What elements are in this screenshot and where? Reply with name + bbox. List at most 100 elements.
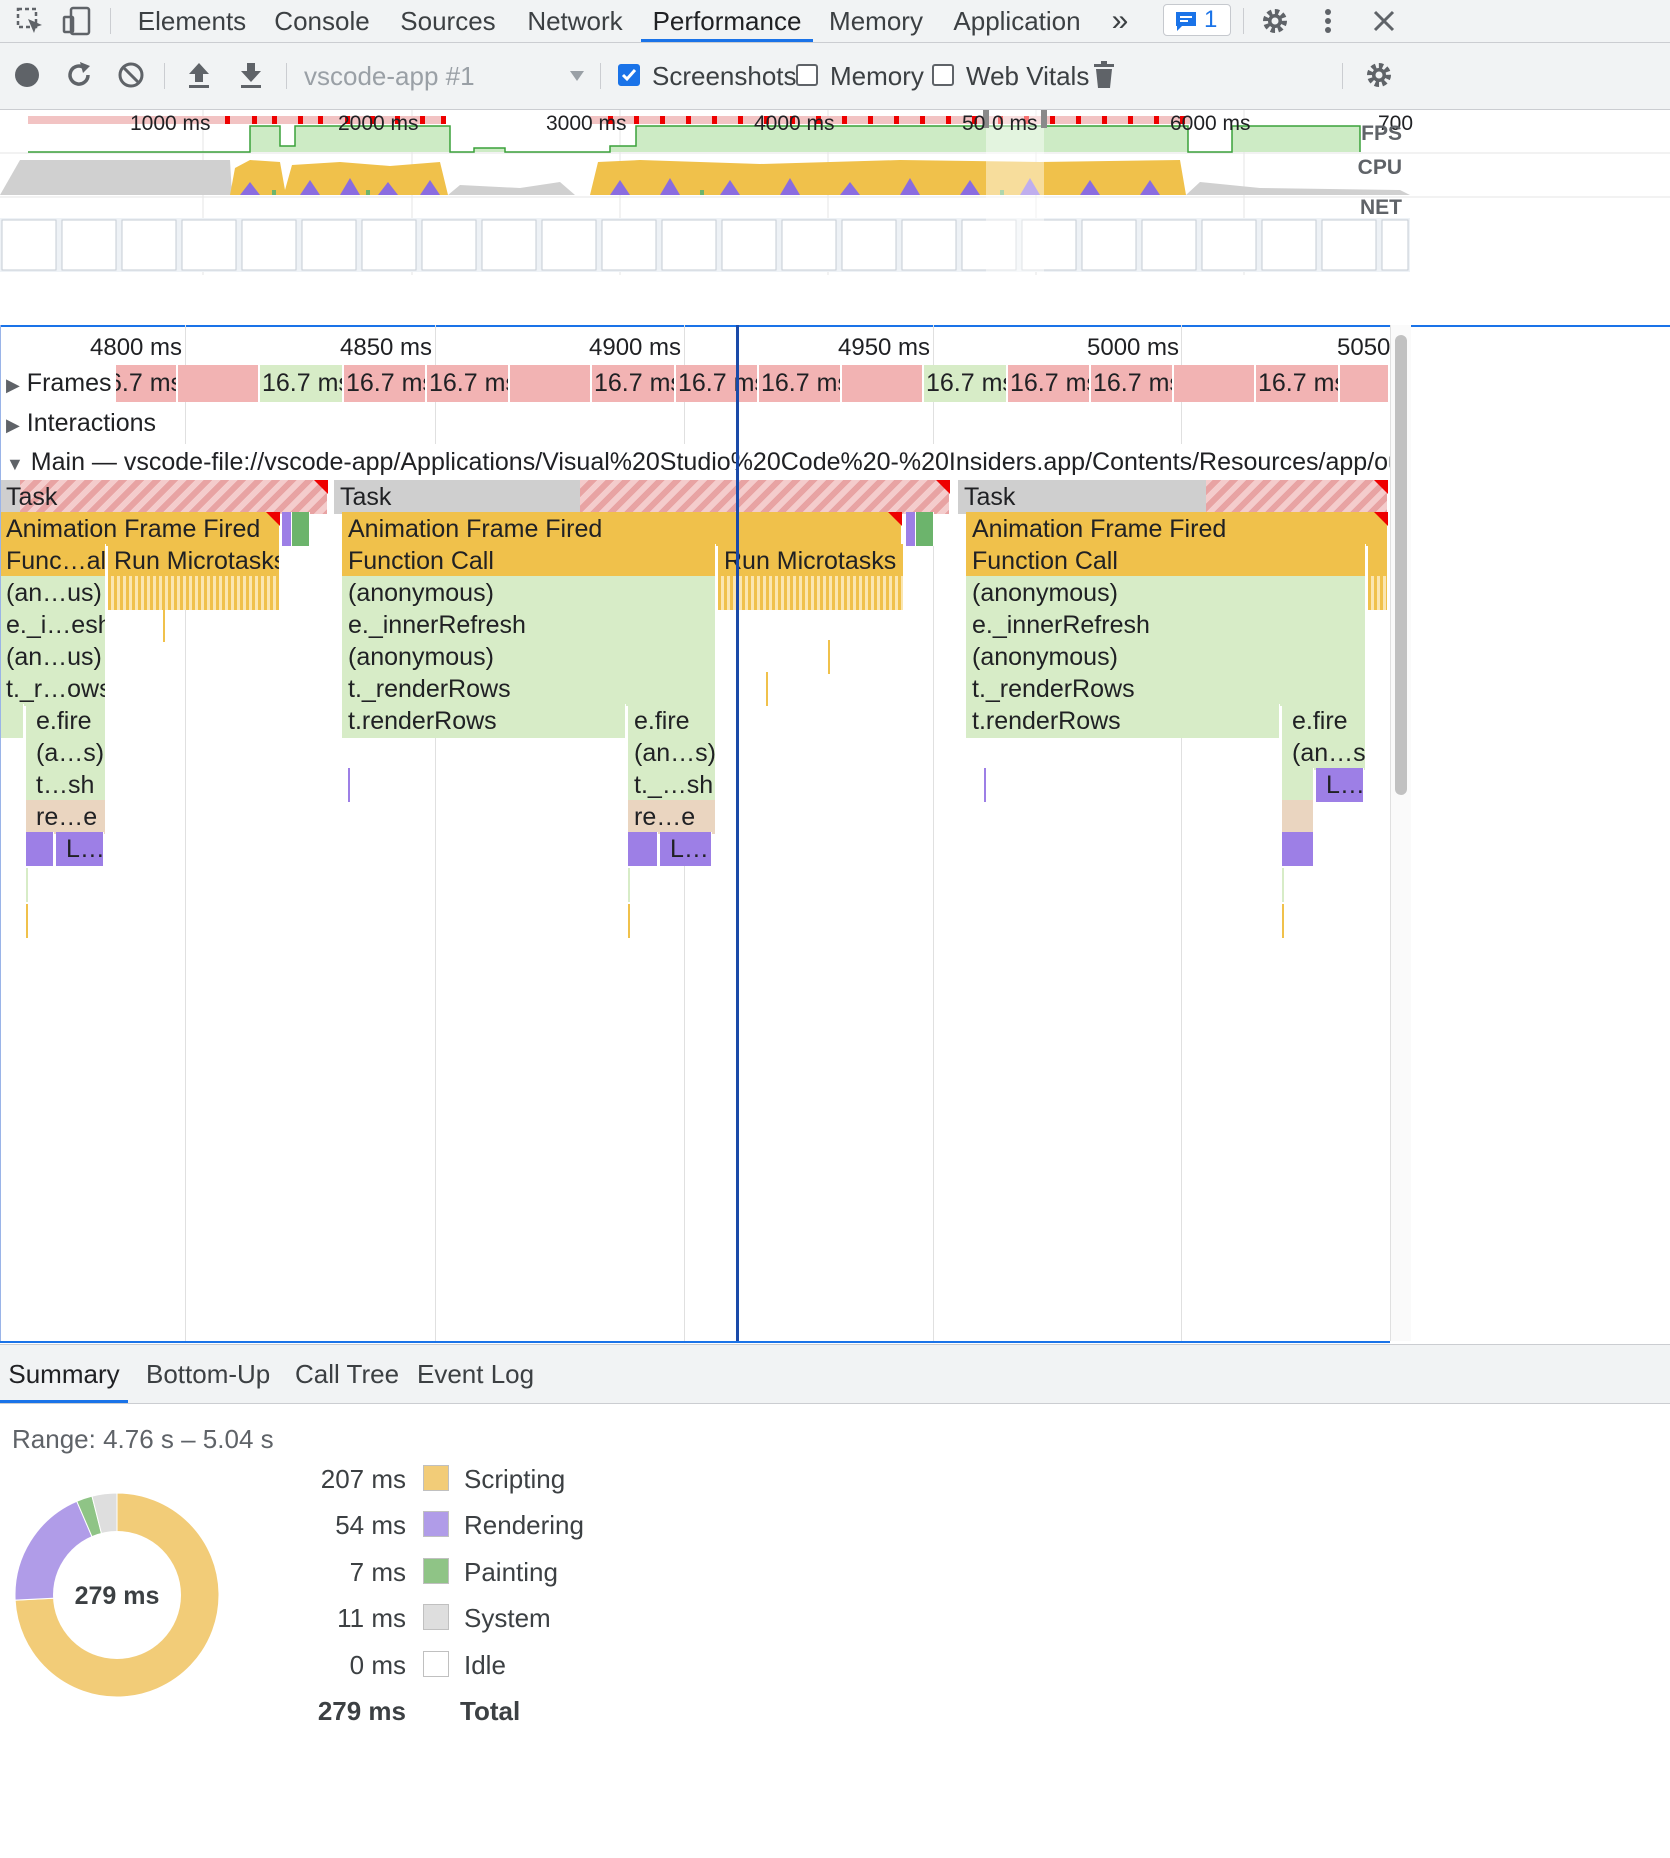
inner-refresh-bar[interactable]: e._innerRefresh <box>966 608 1366 642</box>
frame-block[interactable]: 16.7 ms <box>592 365 676 402</box>
recalc-style-bar[interactable]: re…e <box>628 800 716 834</box>
layout-bar[interactable]: L… <box>660 832 712 866</box>
frame-block[interactable] <box>178 365 260 402</box>
run-microtasks-bar[interactable]: Run Microtasks <box>108 544 280 578</box>
tab-event-log[interactable]: Event Log <box>417 1359 535 1389</box>
interactions-track-header[interactable]: ▶ Interactions <box>0 404 156 442</box>
frame-block[interactable] <box>842 365 924 402</box>
anonymous-call-bar[interactable]: (anonymous) <box>966 576 1366 610</box>
render-rows-bar[interactable]: t._r…ows <box>0 672 106 706</box>
rendering-bar[interactable] <box>282 512 292 546</box>
animation-frame-bar[interactable]: Animation Frame Fired <box>342 512 902 546</box>
inner-refresh-bar[interactable]: e._i…esh <box>0 608 106 642</box>
anonymous-call-bar[interactable]: (anonymous) <box>342 640 716 674</box>
tab-summary[interactable]: Summary <box>0 1345 128 1403</box>
event-fire-bar[interactable]: e.fire <box>1282 704 1366 738</box>
recalc-style-bar[interactable]: re…e <box>26 800 106 834</box>
render-rows-bar[interactable]: t._renderRows <box>342 672 716 706</box>
anonymous-call-bar[interactable]: (an…s) <box>1282 736 1366 770</box>
reload-record-icon[interactable] <box>64 60 94 90</box>
render-rows-bar[interactable]: t.renderRows <box>966 704 1280 738</box>
frame-block[interactable] <box>1340 365 1390 402</box>
anonymous-call-bar[interactable]: (an…us) <box>0 576 106 610</box>
frames-track-header[interactable]: ▶ Frames <box>0 365 116 402</box>
microtask-calls-bar[interactable] <box>1368 576 1388 610</box>
frame-block[interactable]: 16.7 ms <box>1091 365 1174 402</box>
frame-block[interactable]: 16.7 ms <box>260 365 344 402</box>
painting-bar[interactable] <box>292 512 310 546</box>
layout-bar[interactable]: L… <box>1316 768 1364 802</box>
refresh-call-bar[interactable]: t…sh <box>26 768 106 802</box>
more-tabs-chevron-icon[interactable]: » <box>1111 4 1129 37</box>
microtask-calls-bar[interactable] <box>108 576 280 610</box>
event-fire-bar[interactable]: e.fire <box>26 704 106 738</box>
event-fire-bar[interactable]: e.fire <box>628 704 716 738</box>
rendering-bar[interactable] <box>906 512 916 546</box>
tab-sources[interactable]: Sources <box>400 6 496 36</box>
anonymous-call-bar[interactable]: (anonymous) <box>342 576 716 610</box>
recalc-style-bar[interactable] <box>1282 800 1314 834</box>
issues-button[interactable]: 1 <box>1163 4 1231 36</box>
scrollbar-thumb[interactable] <box>1395 335 1407 795</box>
task-bar[interactable]: Task <box>334 480 950 514</box>
vertical-scrollbar[interactable] <box>1390 325 1411 1341</box>
profile-select[interactable]: vscode-app #1 <box>292 43 592 109</box>
animation-frame-bar[interactable]: Animation Frame Fired <box>966 512 1388 546</box>
function-call-bar[interactable]: Function Call <box>966 544 1366 578</box>
tab-call-tree[interactable]: Call Tree <box>295 1359 400 1389</box>
render-rows-bar[interactable]: t.renderRows <box>342 704 626 738</box>
microtask-calls-bar[interactable] <box>718 576 904 610</box>
animation-frame-bar[interactable]: Animation Frame Fired <box>0 512 280 546</box>
tab-performance[interactable]: Performance <box>641 0 813 42</box>
layout-bar[interactable] <box>26 832 54 866</box>
frame-block[interactable]: 16.7 ms <box>1008 365 1091 402</box>
garbage-collect-trash-icon[interactable] <box>1090 60 1118 90</box>
frame-block[interactable]: 16.7 ms <box>344 365 427 402</box>
function-call-bar[interactable]: Function Call <box>342 544 716 578</box>
inspect-element-icon[interactable] <box>14 6 46 36</box>
inner-refresh-bar[interactable]: e._innerRefresh <box>342 608 716 642</box>
record-icon[interactable] <box>12 60 42 90</box>
capture-settings-gear-icon[interactable] <box>1362 60 1396 90</box>
refresh-call-bar[interactable]: t._…sh <box>628 768 716 802</box>
frame-block[interactable]: 16.7 ms <box>676 365 759 402</box>
settings-gear-icon[interactable] <box>1258 5 1292 37</box>
tab-bottom-up[interactable]: Bottom-Up <box>146 1359 271 1389</box>
frame-block[interactable]: 16.7 ms <box>427 365 510 402</box>
download-profile-icon[interactable] <box>236 60 266 90</box>
render-rows-bar[interactable]: t._renderRows <box>966 672 1366 706</box>
tab-console[interactable]: Console <box>274 6 370 36</box>
frame-block[interactable]: 16.7 ms <box>924 365 1008 402</box>
frame-block[interactable] <box>510 365 592 402</box>
run-microtasks-bar[interactable]: Run Microtasks <box>718 544 904 578</box>
main-track-header[interactable]: ▼ Main — vscode-file://vscode-app/Applic… <box>0 444 1390 480</box>
tab-network[interactable]: Network <box>527 6 623 36</box>
timeline-overview[interactable]: 1000 ms 2000 ms 3000 ms 4000 ms 50 0 ms … <box>0 110 1670 327</box>
frame-block[interactable]: 16.7 ms <box>759 365 842 402</box>
anonymous-call-bar[interactable]: (a…s) <box>26 736 106 770</box>
frame-block[interactable] <box>1174 365 1256 402</box>
painting-bar[interactable] <box>916 512 934 546</box>
memory-checkbox[interactable] <box>796 64 818 86</box>
frame-block[interactable]: 16.7 ms <box>1256 365 1340 402</box>
layout-bar[interactable] <box>1282 832 1314 866</box>
device-toolbar-icon[interactable] <box>60 5 94 37</box>
close-devtools-icon[interactable] <box>1368 5 1400 37</box>
tab-application[interactable]: Application <box>953 6 1081 36</box>
anonymous-call-bar[interactable]: (an…s) <box>628 736 716 770</box>
call-bar[interactable] <box>0 704 24 738</box>
anonymous-call-bar[interactable]: (an…us) <box>0 640 106 674</box>
refresh-call-bar[interactable] <box>1282 768 1314 802</box>
function-call-bar[interactable] <box>1368 544 1388 578</box>
tab-memory[interactable]: Memory <box>829 6 923 36</box>
upload-profile-icon[interactable] <box>184 60 214 90</box>
more-options-kebab-icon[interactable] <box>1316 5 1340 37</box>
layout-bar[interactable] <box>628 832 658 866</box>
task-bar[interactable]: Task <box>0 480 328 514</box>
function-call-bar[interactable]: Func…all <box>0 544 106 578</box>
web-vitals-checkbox[interactable] <box>932 64 954 86</box>
task-bar[interactable]: Task <box>958 480 1388 514</box>
clear-icon[interactable] <box>116 60 146 90</box>
anonymous-call-bar[interactable]: (anonymous) <box>966 640 1366 674</box>
screenshots-checkbox[interactable] <box>618 64 640 86</box>
